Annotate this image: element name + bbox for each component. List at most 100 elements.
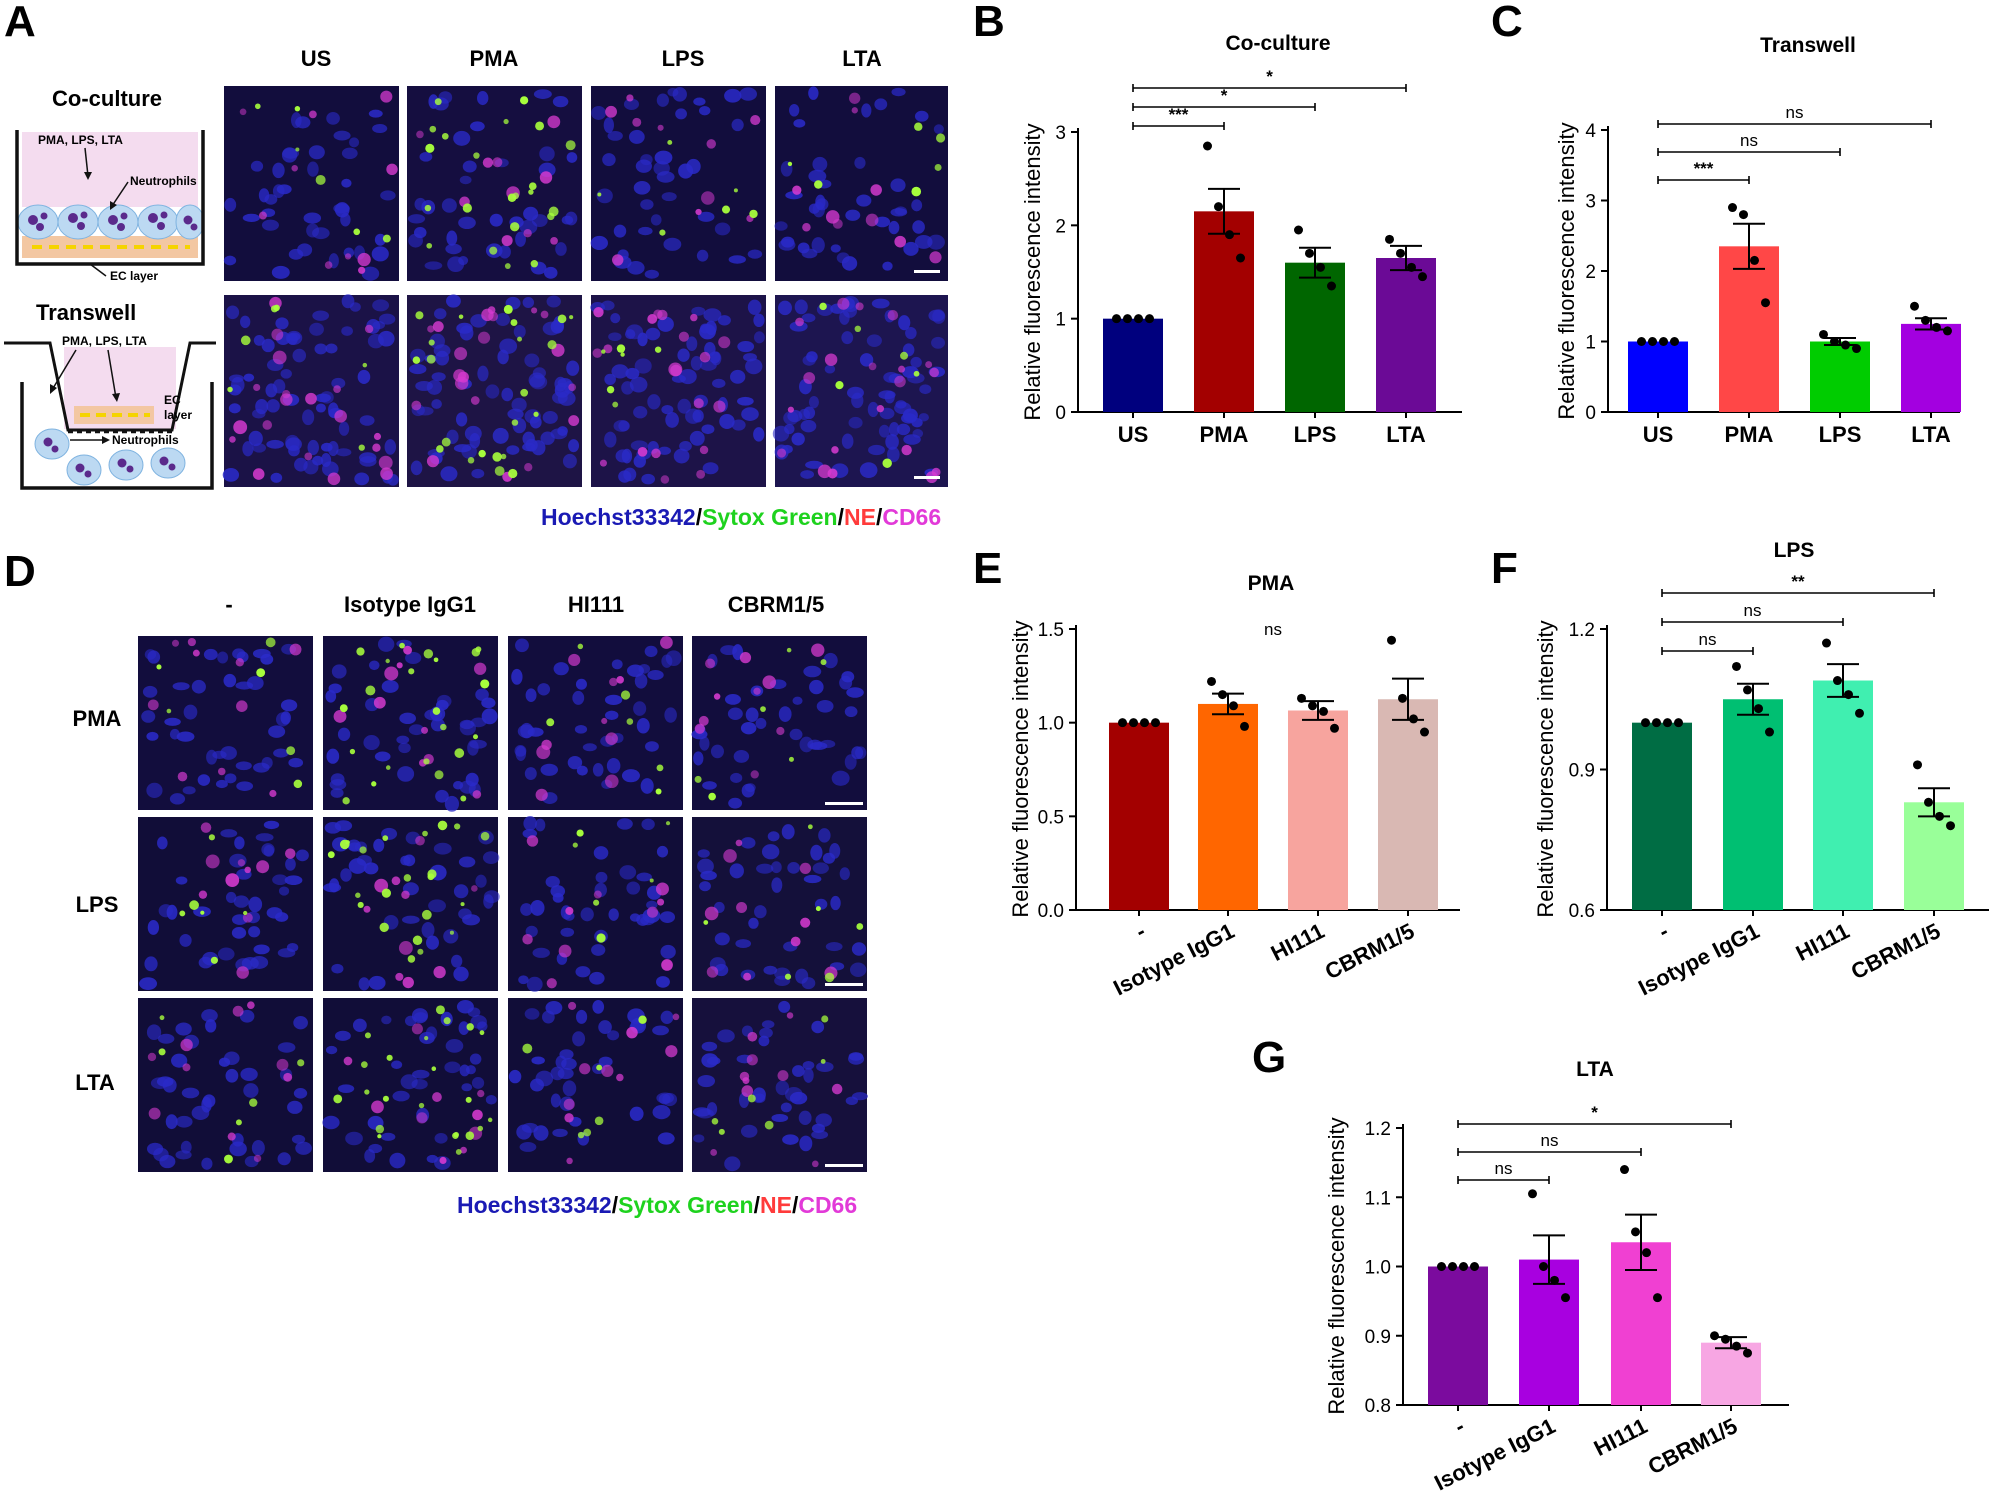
cell-nucleus xyxy=(656,93,669,107)
cell-nucleus xyxy=(793,119,806,128)
cd66-signal xyxy=(187,637,196,647)
chart-g-data-point xyxy=(1539,1262,1548,1271)
sytox-signal xyxy=(500,453,507,460)
cell-nucleus xyxy=(545,876,560,888)
cd66-signal xyxy=(454,347,468,361)
sytox-signal xyxy=(364,1089,370,1095)
cd66-signal xyxy=(568,1001,577,1010)
cell-nucleus xyxy=(638,663,651,674)
cell-nucleus xyxy=(220,829,238,838)
cell-nucleus xyxy=(740,1124,758,1138)
cell-nucleus xyxy=(524,1008,540,1020)
cell-nucleus xyxy=(363,862,379,875)
cd66-signal xyxy=(593,307,604,318)
cd66-signal xyxy=(403,645,412,655)
cell-nucleus xyxy=(546,295,561,308)
sytox-signal xyxy=(431,1066,437,1072)
chart-g-ytick-label: 0.8 xyxy=(1365,1396,1391,1417)
cell-nucleus xyxy=(634,358,652,374)
cell-nucleus xyxy=(623,98,640,110)
cell-nucleus xyxy=(702,462,719,475)
cd66-signal xyxy=(426,455,440,468)
sytox-signal xyxy=(454,748,465,758)
cell-nucleus xyxy=(165,1114,178,1130)
cd66-signal xyxy=(694,723,705,734)
chart-g-data-point xyxy=(1743,1348,1752,1358)
cell-nucleus xyxy=(291,1134,306,1144)
chart-e-data-point xyxy=(1420,727,1429,737)
chart-e-ytick-label: 0.5 xyxy=(1038,807,1064,828)
sytox-signal xyxy=(379,922,389,933)
sytox-signal xyxy=(429,125,437,133)
chart-b-title: Co-culture xyxy=(1226,32,1331,55)
chart-c-ytick-label: 4 xyxy=(1585,121,1596,142)
sytox-signal xyxy=(452,1132,459,1139)
cd66-signal xyxy=(790,936,801,947)
cd66-signal xyxy=(242,912,253,923)
cell-nucleus xyxy=(453,966,469,982)
cell-nucleus xyxy=(215,779,228,789)
cd66-signal xyxy=(427,325,435,333)
cell-nucleus xyxy=(621,769,640,783)
chart-f-data-point xyxy=(1743,685,1752,695)
coculture-nuclei xyxy=(28,211,198,231)
sytox-signal xyxy=(345,840,350,845)
cell-nucleus xyxy=(697,1075,716,1088)
cell-nucleus xyxy=(348,858,367,874)
cell-nucleus xyxy=(368,660,380,671)
cd66-signal xyxy=(746,1054,758,1066)
cell-nucleus xyxy=(445,1038,464,1053)
panel-d-row-pma: PMA xyxy=(73,706,122,731)
cell-nucleus xyxy=(175,1022,192,1036)
chart-b-data-point xyxy=(1294,225,1303,235)
chart-f-bar xyxy=(1813,680,1873,910)
cell-nucleus xyxy=(714,222,731,236)
sytox-signal xyxy=(508,468,518,479)
chart-e-ytick-label: 1.5 xyxy=(1038,620,1064,641)
sytox-signal xyxy=(489,246,498,255)
cell-nucleus xyxy=(761,1020,775,1029)
cell-nucleus xyxy=(228,403,241,414)
cd66-signal xyxy=(470,396,480,405)
cell-nucleus xyxy=(141,710,156,723)
sytox-signal xyxy=(243,910,248,916)
cd66-signal xyxy=(929,251,942,264)
cd66-signal xyxy=(358,266,366,274)
sytox-signal xyxy=(659,229,666,236)
cell-nucleus xyxy=(593,846,609,860)
sytox-signal xyxy=(315,174,326,185)
cell-nucleus xyxy=(492,427,509,444)
cell-nucleus xyxy=(535,818,546,832)
cd66-signal xyxy=(612,254,624,266)
chart-g-significance-label: ns xyxy=(1541,1131,1559,1150)
cell-nucleus xyxy=(277,1152,291,1166)
sytox-signal xyxy=(465,1131,475,1140)
cd66-signal xyxy=(541,739,552,751)
cd66-signal xyxy=(531,307,538,314)
chart-g-data-point xyxy=(1653,1293,1662,1303)
cell-nucleus xyxy=(459,175,472,185)
panel-a-stain-legend: Hoechst33342/Sytox Green/NE/CD66 xyxy=(541,504,941,530)
cell-nucleus xyxy=(205,1019,217,1033)
cell-nucleus xyxy=(658,446,671,455)
cell-nucleus xyxy=(415,380,433,391)
cell-nucleus xyxy=(693,97,706,106)
cell-nucleus xyxy=(146,731,159,741)
cell-nucleus xyxy=(844,706,858,718)
cell-nucleus xyxy=(144,956,158,972)
cell-nucleus xyxy=(461,443,477,459)
chart-b-significance-label: *** xyxy=(1169,105,1189,124)
sytox-signal xyxy=(371,781,377,787)
cd66-signal xyxy=(736,902,748,914)
cell-nucleus xyxy=(616,818,633,830)
chart-b-significance-label: * xyxy=(1266,67,1273,86)
legend-d-sep1: / xyxy=(612,1192,619,1218)
sytox-signal xyxy=(434,770,444,780)
cd66-signal xyxy=(535,788,548,801)
cd66-signal xyxy=(283,1072,293,1082)
chart-f-category-label: Isotype IgG1 xyxy=(1634,918,1763,1000)
sytox-signal xyxy=(665,821,671,826)
cd66-signal xyxy=(665,1045,678,1058)
cd66-signal xyxy=(657,898,665,906)
cd66-signal xyxy=(373,696,386,709)
